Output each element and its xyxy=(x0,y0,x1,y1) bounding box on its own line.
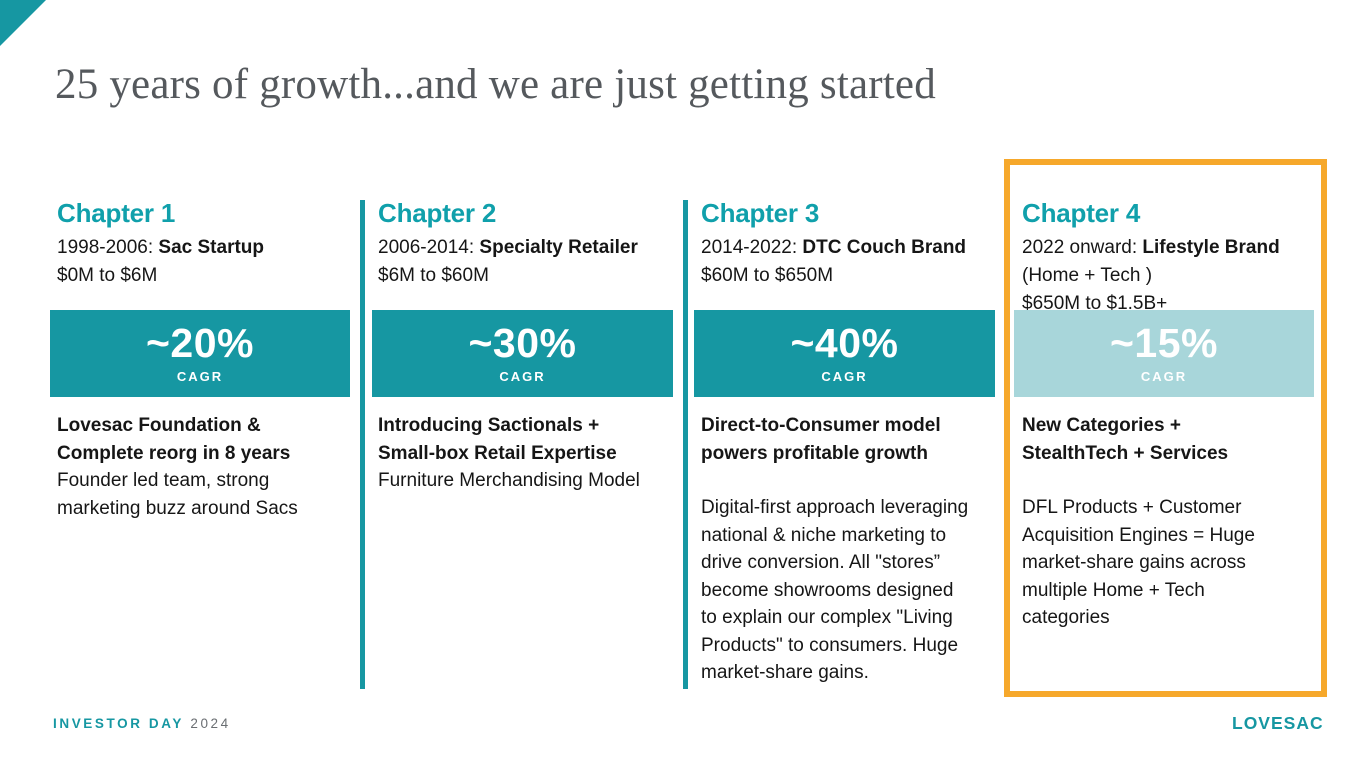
chapter-4-period-name: Lifestyle Brand xyxy=(1142,237,1280,258)
chapter-3-period-years: 2014-2022: xyxy=(701,237,803,258)
column-divider-1 xyxy=(360,200,365,689)
chapter-1-period-years: 1998-2006: xyxy=(57,237,159,258)
chapter-2-description-headline: Introducing Sactionals + Small-box Retai… xyxy=(378,415,617,464)
chapter-2-cagr-value: ~30% xyxy=(468,320,577,366)
chapter-2-period: 2006-2014: Specialty Retailer xyxy=(378,234,678,262)
chapter-2-cagr-label: CAGR xyxy=(499,369,546,384)
chapter-4-header: Chapter 4 2022 onward: Lifestyle Brand (… xyxy=(1022,198,1318,318)
chapter-1-title: Chapter 1 xyxy=(57,198,176,228)
chapter-3-description-headline: Direct-to-Consumer model powers profitab… xyxy=(701,415,941,464)
chapter-2-description-body: Furniture Merchandising Model xyxy=(378,470,640,491)
chapter-2-title: Chapter 2 xyxy=(378,198,497,228)
chapter-3-cagr-value: ~40% xyxy=(790,320,899,366)
chapter-2-period-name: Specialty Retailer xyxy=(479,237,638,258)
chapter-1-description-body: Founder led team, strong marketing buzz … xyxy=(57,470,298,519)
chapter-1-period-name: Sac Startup xyxy=(158,237,265,258)
chapter-2-description: Introducing Sactionals + Small-box Retai… xyxy=(378,412,683,495)
chapter-2-cagr-box: ~30% CAGR xyxy=(372,310,673,397)
chapter-1-revenue: $0M to $6M xyxy=(57,265,158,286)
chapter-3-cagr-box: ~40% CAGR xyxy=(694,310,995,397)
footer-event-name: INVESTOR DAY xyxy=(53,716,184,731)
column-divider-2 xyxy=(683,200,688,689)
chapter-1-description: Lovesac Foundation & Complete reorg in 8… xyxy=(57,412,362,522)
chapter-1-cagr-value: ~20% xyxy=(145,320,254,366)
chapter-4-description-headline: New Categories + StealthTech + Services xyxy=(1022,415,1229,464)
chapter-4-description: New Categories + StealthTech + Services … xyxy=(1022,412,1318,632)
chapter-3-period-name: DTC Couch Brand xyxy=(802,237,967,258)
chapter-4-highlight-frame xyxy=(1004,159,1327,697)
chapter-4-extra: (Home + Tech ) xyxy=(1022,265,1153,286)
chapter-4-cagr-label: CAGR xyxy=(1140,369,1188,384)
chapter-4-revenue: $650M to $1.5B+ xyxy=(1022,293,1168,314)
chapter-4-cagr-value: ~15% xyxy=(1109,320,1218,366)
chapter-3-header: Chapter 3 2014-2022: DTC Couch Brand $60… xyxy=(701,198,1001,290)
chapter-3-period: 2014-2022: DTC Couch Brand xyxy=(701,234,1001,262)
chapter-3-description: Direct-to-Consumer model powers profitab… xyxy=(701,412,1006,687)
chapter-3-cagr-label: CAGR xyxy=(821,369,868,384)
chapter-1-period: 1998-2006: Sac Startup xyxy=(57,234,357,262)
chapter-4-description-body: DFL Products + Customer Acquisition Engi… xyxy=(1022,497,1255,628)
chapter-4-cagr-box: ~15% CAGR xyxy=(1014,310,1314,397)
chapter-3-revenue: $60M to $650M xyxy=(701,265,834,286)
chapter-2-period-years: 2006-2014: xyxy=(378,237,480,258)
chapter-3-title: Chapter 3 xyxy=(701,198,820,228)
slide-title: 25 years of growth...and we are just get… xyxy=(55,61,936,108)
chapter-1-description-headline: Lovesac Foundation & Complete reorg in 8… xyxy=(57,415,291,464)
chapter-4-period: 2022 onward: Lifestyle Brand xyxy=(1022,234,1318,262)
chapter-3-description-body: Digital-first approach leveraging nation… xyxy=(701,497,969,683)
lovesac-logo: LOVESAC xyxy=(1232,713,1324,733)
footer-event-year: 2024 xyxy=(190,716,231,731)
chapter-2-header: Chapter 2 2006-2014: Specialty Retailer … xyxy=(378,198,678,290)
corner-triangle-decoration xyxy=(0,0,46,46)
chapter-4-period-years: 2022 onward: xyxy=(1022,237,1143,258)
footer-event: INVESTOR DAY 2024 xyxy=(53,716,231,731)
chapter-1-cagr-box: ~20% CAGR xyxy=(50,310,350,397)
chapter-1-header: Chapter 1 1998-2006: Sac Startup $0M to … xyxy=(57,198,357,290)
chapter-4-title: Chapter 4 xyxy=(1022,198,1141,228)
chapter-2-revenue: $6M to $60M xyxy=(378,265,489,286)
chapter-1-cagr-label: CAGR xyxy=(176,369,224,384)
